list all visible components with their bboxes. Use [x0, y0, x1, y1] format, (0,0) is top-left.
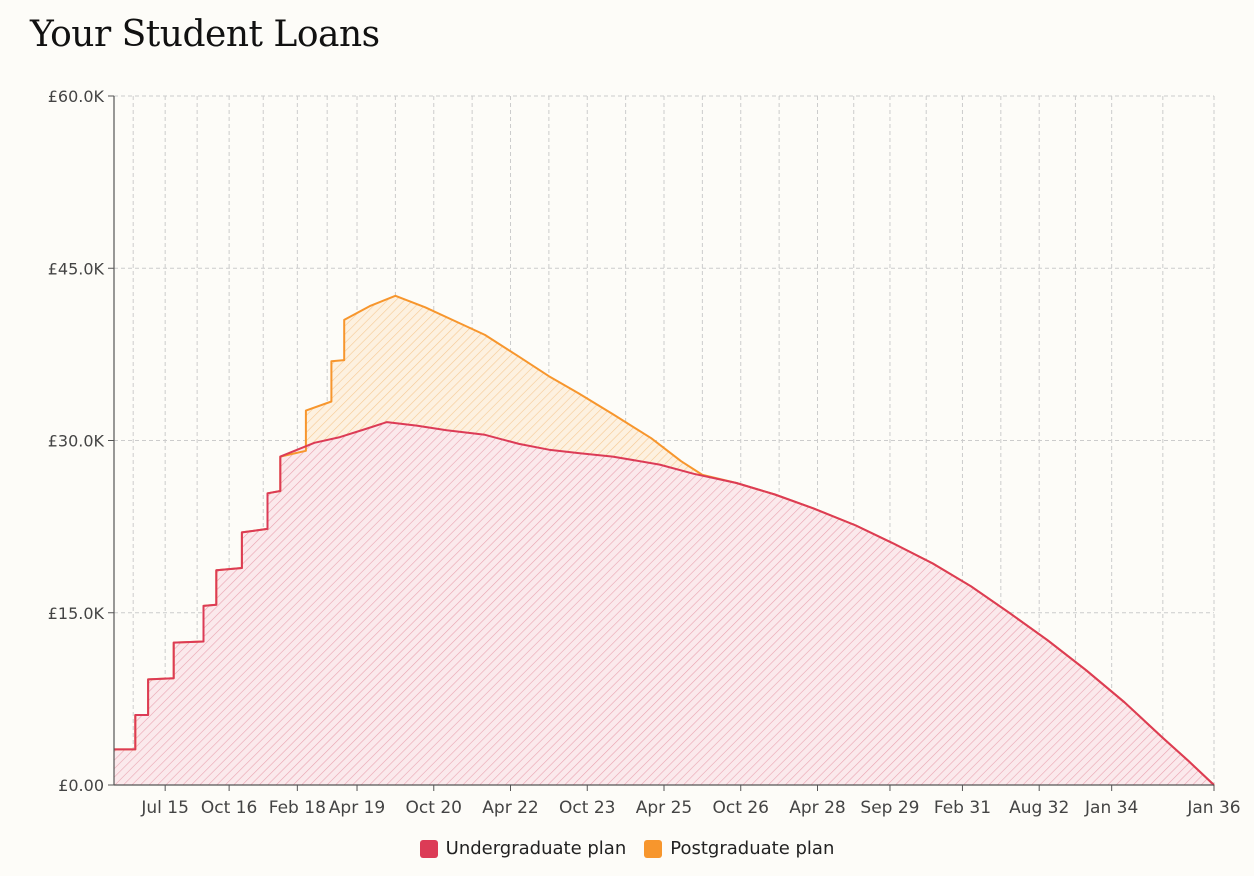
- legend-swatch-postgraduate: [644, 839, 663, 858]
- x-tick-label: Jul 15: [140, 798, 189, 818]
- y-tick-label: £45.0K: [48, 259, 105, 278]
- legend-swatch-undergraduate: [419, 839, 438, 858]
- x-tick-label: Oct 23: [559, 798, 615, 818]
- x-tick-label: Feb 18: [269, 798, 326, 818]
- legend-item-undergraduate[interactable]: Undergraduate plan: [419, 838, 627, 859]
- legend-label-undergraduate: Undergraduate plan: [445, 838, 627, 859]
- y-tick-label: £60.0K: [48, 87, 105, 106]
- x-tick-label: Sep 29: [860, 798, 919, 818]
- x-tick-label: Jan 36: [1186, 798, 1240, 818]
- page-title: Your Student Loans: [30, 14, 380, 55]
- area-undergraduate: [114, 422, 1214, 785]
- series-lines: [114, 294, 1215, 786]
- x-tick-label: Apr 22: [482, 798, 538, 818]
- line-undergraduate: [114, 421, 1215, 786]
- axes: £0.00 £15.0K £30.0K £45.0K £60.0K Jul 15 Oct 1…: [48, 87, 1241, 818]
- x-tick-label: Oct 16: [201, 798, 257, 818]
- y-tick-label: £30.0K: [48, 432, 105, 451]
- x-tick-label: Jan 34: [1084, 798, 1138, 818]
- chart-legend: Undergraduate plan Postgraduate plan: [0, 838, 1254, 859]
- legend-item-postgraduate[interactable]: Postgraduate plan: [644, 838, 834, 859]
- y-tick-label: £15.0K: [48, 604, 105, 623]
- x-tick-label: Apr 25: [636, 798, 692, 818]
- x-tick-label: Apr 19: [329, 798, 385, 818]
- y-tick-label: £0.00: [58, 776, 104, 795]
- x-tick-label: Apr 28: [789, 798, 845, 818]
- x-tick-label: Oct 26: [713, 798, 769, 818]
- x-tick-label: Aug 32: [1009, 798, 1069, 818]
- x-tick-label: Feb 31: [934, 798, 991, 818]
- series-areas: [114, 295, 1214, 785]
- legend-label-postgraduate: Postgraduate plan: [670, 838, 835, 859]
- x-tick-label: Oct 20: [406, 798, 462, 818]
